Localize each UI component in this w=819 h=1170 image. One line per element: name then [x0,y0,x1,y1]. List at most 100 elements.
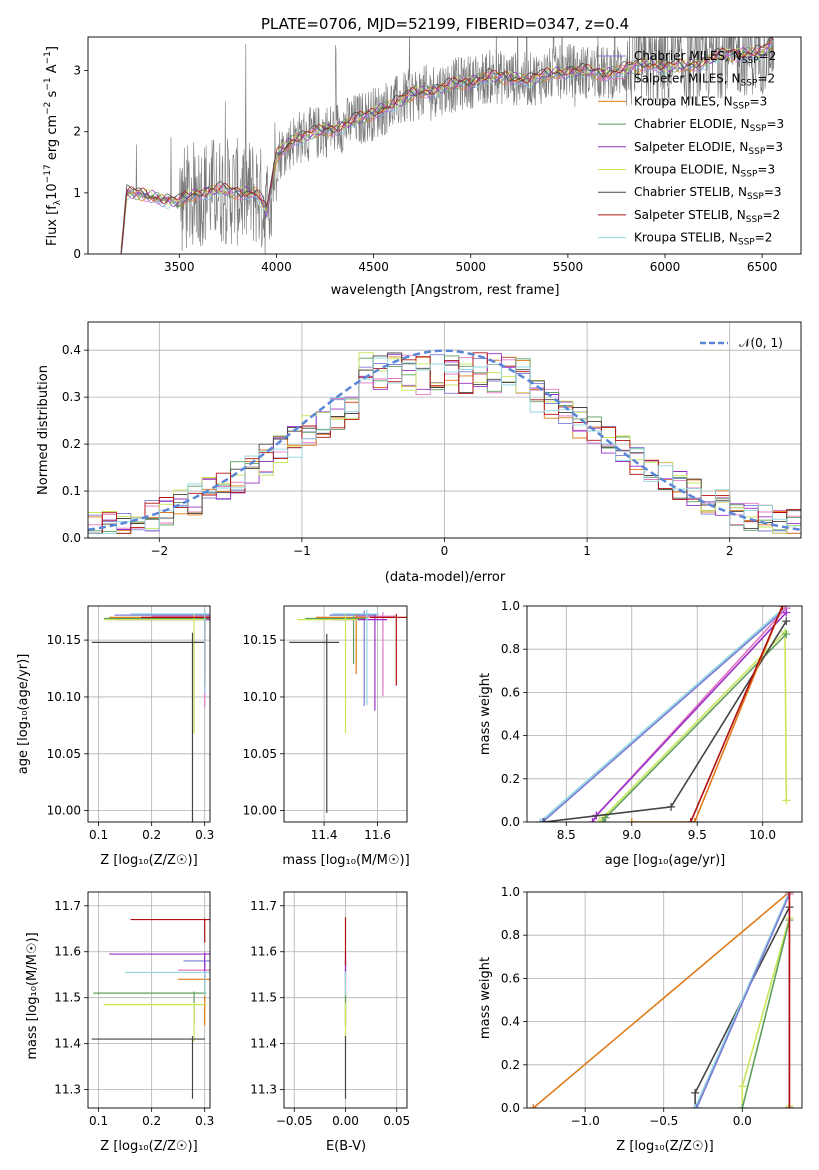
x-tick-label: 0.0 [733,1114,752,1128]
y-tick-label: 11.5 [250,991,277,1005]
mass-weight-vs-Z-xlabel: Z [log₁₀(Z/Z☉)] [616,1139,713,1154]
y-tick-label: 11.4 [250,1037,277,1051]
x-tick-label: 1 [583,544,591,558]
cumulative-marker-c_stelib [667,802,676,811]
cumulative-marker-c_stelib [540,818,549,822]
histogram-panel: −2 −1 0 1 2 0.0 0.1 0.2 0.3 0.4 [62,321,802,558]
figure-title: PLATE=0706, MJD=52199, FIBERID=0347, z=0… [261,15,629,33]
axes-frame [526,605,803,823]
cumulative-marker-k_miles [690,818,699,822]
legend-label-c_elodie: Chabrier ELODIE, NSSP=3 [634,117,784,134]
cumulative-line-s_stelib [689,606,784,822]
y-tick-label: 11.4 [54,1037,81,1051]
mass-weight-vs-age-xlabel: age [log₁₀(age/yr)] [605,853,726,868]
mass-vs-ebv-xlabel: E(B-V) [326,1139,366,1154]
y-tick-label: 1.0 [501,599,520,613]
y-tick-label: 10.10 [243,690,277,704]
histogram-xlabel: (data-model)/error [385,570,506,585]
cumulative-marker-c_stelib [782,617,791,626]
cumulative-marker-c_elodie [782,630,791,639]
mass-vs-Z-ylabel: mass [log₁₀(M/M☉)] [25,932,40,1059]
x-tick-label: −2 [150,544,168,558]
cumulative-line-c_miles [542,607,787,822]
mass-weight-vs-age-ylabel: mass weight [478,673,493,755]
age-vs-Z-panel: 0.1 0.2 0.3 10.00 10.05 10.10 10.15 [47,605,214,842]
axes-frame [283,605,408,823]
cumulative-marker-c_miles [538,818,547,822]
y-tick-label: 11.7 [54,899,81,913]
y-tick-label: 0.8 [501,642,520,656]
x-tick-label: 9.5 [688,828,707,842]
y-tick-label: 0 [73,247,81,261]
y-tick-label: 10.15 [243,633,277,647]
y-tick-label: 11.3 [250,1083,277,1097]
cumulative-marker-s_stelib [785,1104,794,1108]
plot-area [536,606,791,822]
legend-label-k_stelib: Kroupa STELIB, NSSP=2 [634,231,772,248]
x-tick-label: 8.5 [557,828,576,842]
cumulative-marker-s_stelib [686,818,695,822]
cumulative-line-k_stelib [539,606,787,822]
y-tick-label: 11.6 [54,945,81,959]
cumulative-marker-c_elodie [598,818,607,822]
y-tick-label: 11.3 [54,1083,81,1097]
axes-frame [283,891,408,1109]
histogram-step-k_stelib [88,357,801,534]
cumulative-marker-c_miles [692,1104,701,1108]
x-tick-label: −0.5 [649,1114,678,1128]
x-tick-label: 5500 [553,260,584,274]
y-tick-label: 0.2 [501,772,520,786]
mass-weight-vs-Z-panel: −1.0 −0.5 0.0 0.0 0.2 0.4 0.6 0.8 1.0 [501,885,803,1128]
plot-area [120,37,775,254]
y-tick-label: 10.05 [47,747,81,761]
plot-area [91,918,210,1099]
x-tick-label: 3500 [164,260,195,274]
cumulative-marker-k_stelib [536,818,545,822]
mass-vs-Z-panel: 0.1 0.2 0.3 11.3 11.4 11.5 11.6 11.7 [54,891,214,1128]
cumulative-marker-s_elodie [782,608,791,617]
y-tick-label: 10.15 [47,633,81,647]
model-spectrum-s_stelib [120,37,774,254]
y-tick-label: 0.0 [501,1101,520,1115]
y-tick-label: 10.10 [47,690,81,704]
age-vs-mass-panel: 11.4 11.6 10.00 10.05 10.10 10.15 [243,605,408,842]
cumulative-line-k_stelib [694,892,791,1108]
spectrum-xlabel: wavelength [Angstrom, rest frame] [331,283,560,298]
plot-area [289,609,407,813]
legend-label-s_elodie: Salpeter ELODIE, NSSP=3 [634,140,783,157]
x-tick-label: −0.05 [276,1114,313,1128]
legend-label-k_miles: Kroupa MILES, NSSP=3 [634,94,767,111]
y-tick-label: 0.0 [501,815,520,829]
x-tick-label: 10.0 [749,828,776,842]
axes-frame [526,891,803,1109]
cumulative-marker-c_elodie [738,1104,747,1108]
spectrum-legend: Chabrier MILES, NSSP=2 Salpeter MILES, NS… [598,49,784,248]
y-tick-label: 0.0 [62,531,81,545]
x-tick-label: 0.1 [89,828,108,842]
cumulative-line-c_elodie [741,919,791,1108]
y-tick-label: 0.6 [501,971,520,985]
histogram-step-s_stelib [88,352,801,534]
model-spectrum-c_stelib [120,37,775,253]
mass-weight-vs-Z-ylabel: mass weight [478,957,493,1039]
axes-frame [87,605,211,823]
axes-frame [87,36,802,255]
age-vs-Z-ylabel: age [log₁₀(age/yr)] [16,654,31,775]
cumulative-marker-k_miles [627,818,636,822]
legend-label-s_stelib: Salpeter STELIB, NSSP=2 [634,208,780,225]
legend-label-k_elodie: Kroupa ELODIE, NSSP=3 [634,163,775,180]
cumulative-marker-k_elodie [595,818,604,822]
x-tick-label: 0.3 [195,1114,214,1128]
x-tick-label: 4500 [358,260,389,274]
legend-label-c_miles: Chabrier MILES, NSSP=2 [634,49,776,66]
age-vs-Z-xlabel: Z [log₁₀(Z/Z☉)] [100,853,197,868]
x-tick-label: 6000 [650,260,681,274]
x-tick-label: −1 [293,544,311,558]
normal-distribution-curve [88,349,801,532]
cumulative-line-k_elodie [598,629,788,822]
legend-label-s_miles: Salpeter MILES, NSSP=2 [634,72,775,89]
y-tick-label: 0.1 [62,484,81,498]
x-tick-label: 0 [441,544,449,558]
spectrum-panel: 3500 4000 4500 5000 5500 6000 6500 0 1 2 3 [73,36,802,274]
